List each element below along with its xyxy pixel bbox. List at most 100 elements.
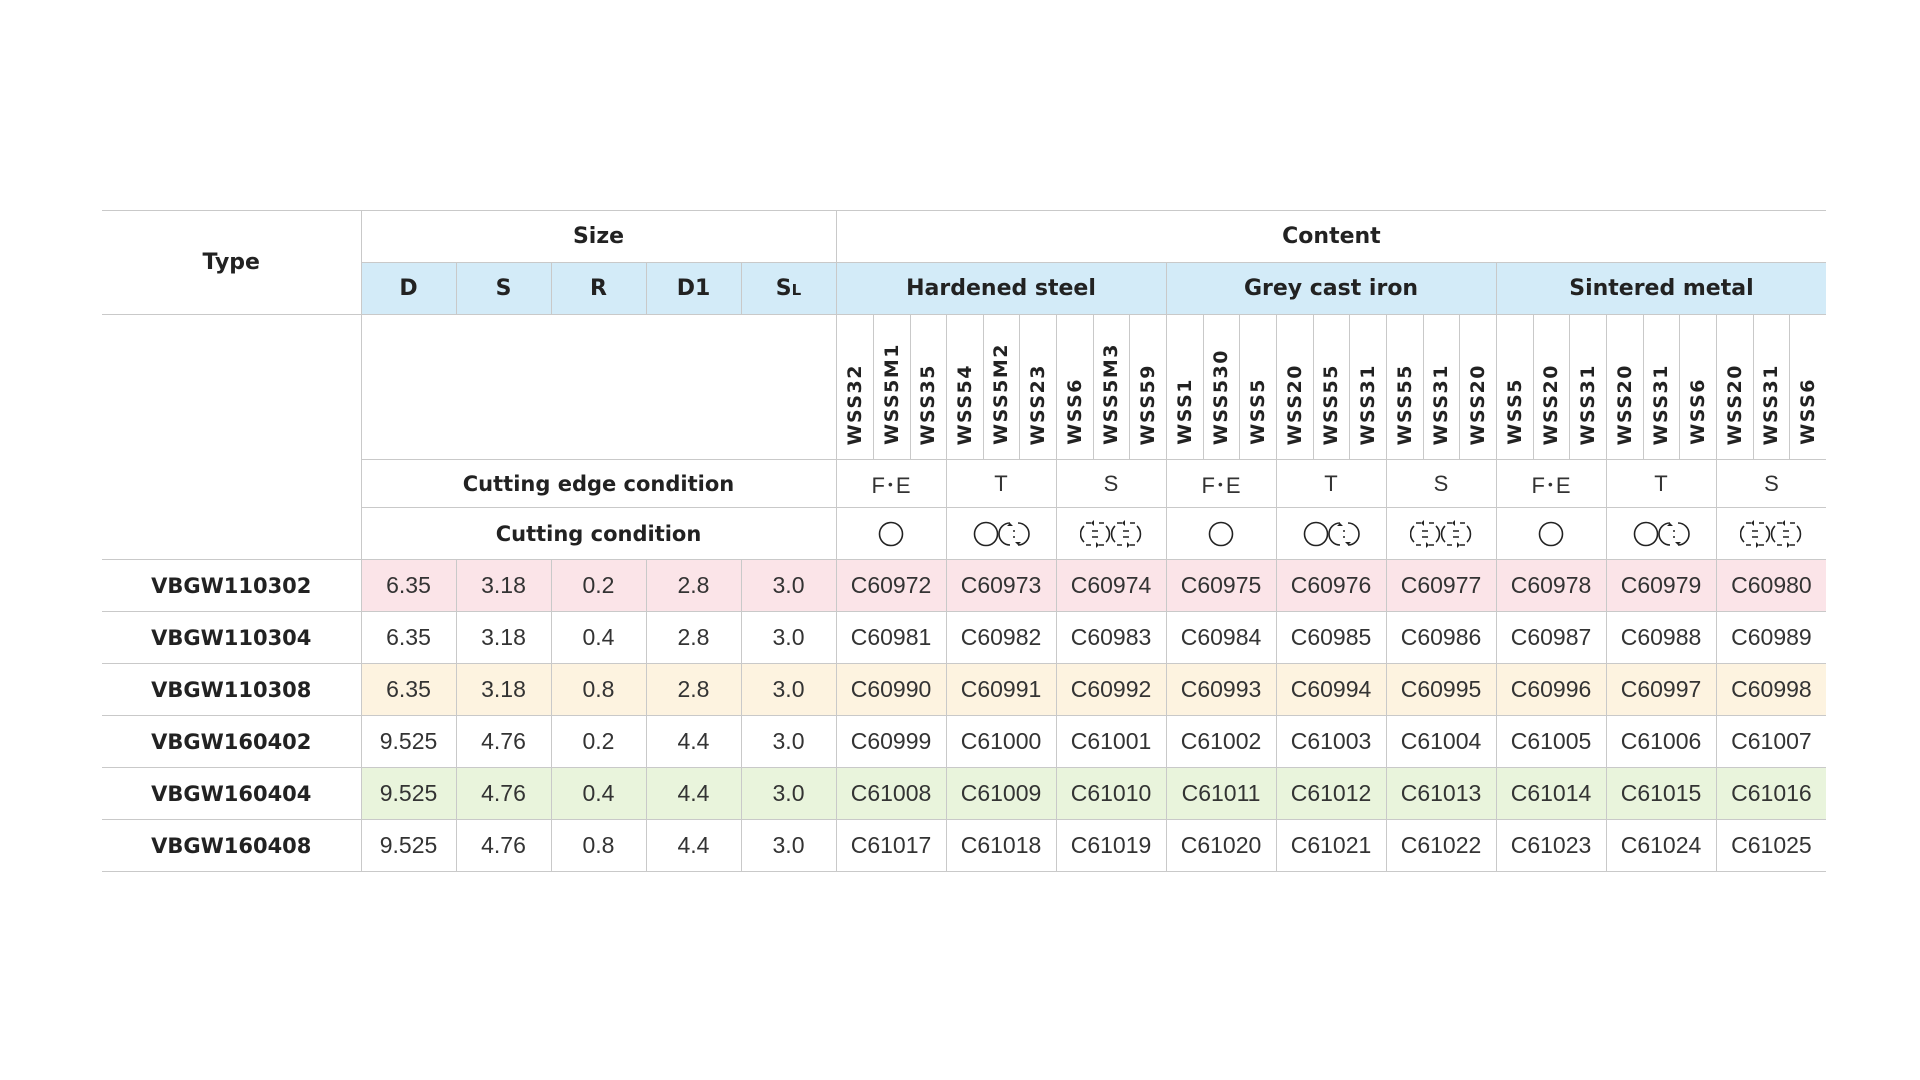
grade-cell: WSS530	[1202, 314, 1240, 460]
grade-label: WSS31	[1430, 363, 1453, 445]
heavy-interrupted-cut-icon	[1080, 519, 1142, 548]
heavy-interrupted-cut-icon	[1410, 519, 1472, 548]
order-code-cell: C61005	[1495, 715, 1607, 768]
size-d1-cell: 2.8	[645, 663, 742, 716]
grade-label: WSS31	[1650, 363, 1673, 445]
order-code-cell: C60980	[1715, 559, 1827, 612]
grade-cell: WSS35	[909, 314, 947, 460]
order-code-cell: C61004	[1385, 715, 1497, 768]
light-interrupted-cut-icon	[1303, 521, 1360, 546]
grade-label: WSS54	[953, 363, 976, 445]
order-code-cell: C60973	[945, 559, 1057, 612]
col-sl-main: S	[775, 276, 792, 301]
grade-cell: WSS55	[1312, 314, 1350, 460]
grade-label: WSS20	[1283, 363, 1306, 445]
type-cell: VBGW160402	[102, 715, 362, 768]
edge-condition-value: S	[1385, 459, 1497, 508]
grade-cell: WSS6	[1055, 314, 1094, 460]
order-code-cell: C60989	[1715, 611, 1827, 664]
heavy-interrupted-cut-icon	[1740, 519, 1802, 548]
grade-label: WSS20	[1613, 363, 1636, 445]
order-code-cell: C60977	[1385, 559, 1497, 612]
size-d-cell: 9.525	[360, 767, 457, 820]
size-s-cell: 3.18	[455, 611, 552, 664]
type-spacer	[102, 314, 362, 560]
order-code-cell: C61000	[945, 715, 1057, 768]
grade-cell: WSS59	[1128, 314, 1167, 460]
grade-label: WSS6	[1063, 378, 1086, 445]
size-d1-cell: 4.4	[645, 715, 742, 768]
grade-cell: WSS5	[1495, 314, 1534, 460]
grade-label: WSS31	[1356, 363, 1379, 445]
order-code-cell: C61023	[1495, 819, 1607, 872]
continuous-cut-icon	[1538, 521, 1564, 546]
size-r-cell: 0.4	[550, 611, 647, 664]
grade-cell: WSS20	[1605, 314, 1644, 460]
grade-cell: WSS1	[1165, 314, 1204, 460]
grade-label: WSS6	[1686, 378, 1709, 445]
size-s-cell: 4.76	[455, 767, 552, 820]
order-code-cell: C61015	[1605, 767, 1717, 820]
order-code-cell: C61025	[1715, 819, 1827, 872]
table-row: VBGW160404 9.525 4.76 0.4 4.4 3.0 C61008 C61009…	[102, 767, 1827, 820]
continuous-cut-icon	[1208, 521, 1234, 546]
order-code-cell: C61022	[1385, 819, 1497, 872]
order-code-cell: C61010	[1055, 767, 1167, 820]
grade-label: WSS5M3	[1100, 343, 1123, 445]
cutting-edge-condition-label: Cutting edge condition	[361, 459, 837, 508]
size-sl-cell: 3.0	[740, 715, 837, 768]
size-d-cell: 9.525	[360, 819, 457, 872]
order-code-cell: C60992	[1055, 663, 1167, 716]
order-code-cell: C61012	[1275, 767, 1387, 820]
size-d-cell: 6.35	[360, 611, 457, 664]
order-code-cell: C60996	[1495, 663, 1607, 716]
grade-cell: WSS6	[1788, 314, 1827, 460]
cutting-condition-cell	[835, 507, 947, 560]
size-r-cell: 0.8	[550, 819, 647, 872]
size-r-cell: 0.2	[550, 559, 647, 612]
size-d1-cell: 4.4	[645, 819, 742, 872]
order-code-cell: C60997	[1605, 663, 1717, 716]
order-code-cell: C60974	[1055, 559, 1167, 612]
order-code-cell: C61003	[1275, 715, 1387, 768]
size-d-cell: 9.525	[360, 715, 457, 768]
order-code-cell: C60972	[835, 559, 947, 612]
size-d1-cell: 4.4	[645, 767, 742, 820]
cutting-condition-cell	[1715, 507, 1827, 560]
cutting-condition-cell	[1605, 507, 1717, 560]
type-cell: VBGW110304	[102, 611, 362, 664]
grade-label: WSS31	[1760, 363, 1783, 445]
edge-condition-value: T	[1605, 459, 1717, 508]
order-code-cell: C61017	[835, 819, 947, 872]
order-code-cell: C61002	[1165, 715, 1277, 768]
cutting-condition-cell	[1055, 507, 1167, 560]
table-row: VBGW160402 9.525 4.76 0.2 4.4 3.0 C60999 C61000…	[102, 715, 1827, 768]
size-s-cell: 4.76	[455, 819, 552, 872]
size-r-cell: 0.4	[550, 767, 647, 820]
type-cell: VBGW110302	[102, 559, 362, 612]
order-code-cell: C61013	[1385, 767, 1497, 820]
cutting-condition-cell	[1275, 507, 1387, 560]
edge-condition-value: T	[945, 459, 1057, 508]
order-code-cell: C60975	[1165, 559, 1277, 612]
size-sl-cell: 3.0	[740, 663, 837, 716]
grade-label: WSS23	[1026, 363, 1049, 445]
grade-cell: WSS31	[1752, 314, 1790, 460]
size-r-cell: 0.8	[550, 663, 647, 716]
size-s-cell: 3.18	[455, 663, 552, 716]
table-row: VBGW110308 6.35 3.18 0.8 2.8 3.0 C60990 C60991 C…	[102, 663, 1827, 716]
grade-cell: WSS31	[1422, 314, 1460, 460]
order-code-cell: C61014	[1495, 767, 1607, 820]
light-interrupted-cut-icon	[973, 521, 1030, 546]
material-sintered-metal: Sintered metal	[1495, 262, 1827, 315]
table-row: VBGW110302 6.35 3.18 0.2 2.8 3.0 C60972 C60973 C…	[102, 559, 1827, 612]
order-code-cell: C61008	[835, 767, 947, 820]
size-sl-cell: 3.0	[740, 559, 837, 612]
edge-condition-value: S	[1715, 459, 1827, 508]
order-code-cell: C61016	[1715, 767, 1827, 820]
type-cell: VBGW110308	[102, 663, 362, 716]
grade-label: WSS1	[1173, 378, 1196, 445]
grade-cell: WSS20	[1275, 314, 1314, 460]
order-code-cell: C61021	[1275, 819, 1387, 872]
order-code-cell: C60990	[835, 663, 947, 716]
